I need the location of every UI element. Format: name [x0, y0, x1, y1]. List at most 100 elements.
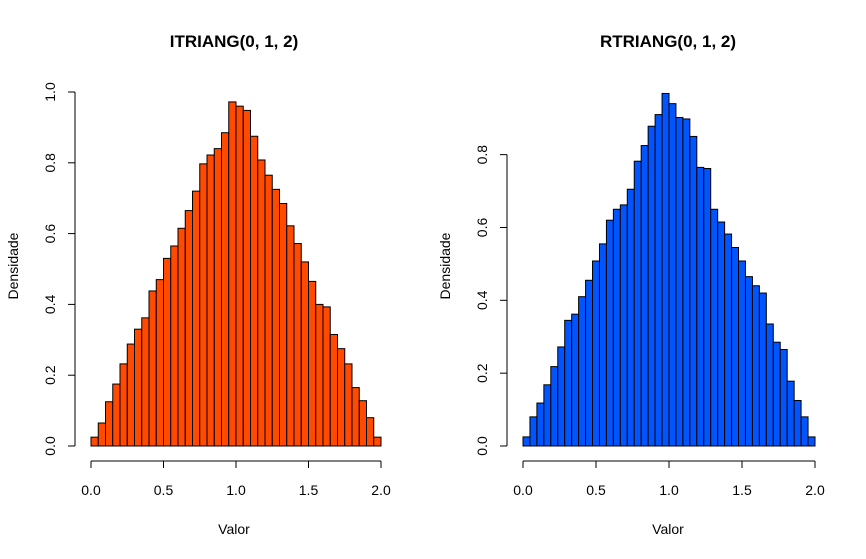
histogram-bar — [90, 436, 99, 447]
histogram-bar — [682, 118, 691, 447]
histogram-bar — [738, 260, 746, 447]
histogram-bar — [529, 416, 538, 447]
histogram-bar — [134, 328, 143, 447]
histogram-bar — [793, 399, 802, 447]
y-tick-label: 0.0 — [474, 436, 490, 456]
x-tick-label: 1.0 — [226, 482, 246, 498]
histogram-bar — [668, 103, 677, 447]
histogram-bar — [758, 292, 767, 447]
histogram-bar — [689, 135, 698, 447]
histogram-bar — [329, 333, 338, 447]
histogram-bar — [293, 243, 302, 447]
chart-title: ITRIANG(0, 1, 2) — [170, 32, 298, 51]
histogram-bar — [337, 348, 346, 447]
histogram-bar — [564, 319, 573, 447]
histogram-bar — [358, 400, 367, 447]
histogram-bar — [184, 210, 193, 447]
y-axis: 0.0 0.2 0.4 0.6 0.8 1.0 — [42, 82, 76, 456]
histogram-bar — [710, 208, 719, 447]
histogram-bar — [308, 280, 317, 447]
histogram-bar — [724, 233, 733, 447]
histogram-bar — [717, 221, 726, 447]
histogram-panel-itriang: ITRIANG(0, 1, 2) Valor Densidade 0.0 0.5 1… — [5, 32, 391, 537]
histogram-bar — [177, 227, 186, 447]
histogram-bar — [675, 116, 684, 447]
histogram-bar — [522, 436, 531, 447]
histogram-bar — [322, 306, 331, 447]
histogram-bar — [112, 383, 121, 447]
histogram-bar — [772, 341, 781, 447]
histogram-panel-rtriang: RTRIANG(0, 1, 2) Valor Densidade 0.0 0.5 1… — [437, 32, 825, 537]
histogram-bar — [731, 247, 740, 447]
histogram-bar — [571, 313, 580, 447]
histogram-bar — [626, 188, 635, 447]
histogram-bar — [235, 105, 244, 447]
x-axis-label: Valor — [652, 521, 684, 537]
histogram-bar — [654, 114, 663, 447]
histogram-bar — [141, 317, 150, 447]
histogram-bar — [366, 417, 375, 447]
histogram-bar — [647, 125, 656, 447]
histogram-bar — [578, 296, 587, 447]
y-tick-label: 0.2 — [474, 363, 490, 383]
y-tick-label: 0.8 — [474, 145, 490, 165]
y-tick-label: 0.2 — [42, 365, 58, 385]
histogram-bar — [619, 204, 628, 447]
histogram-bar — [257, 159, 266, 447]
histogram-bar — [213, 148, 222, 447]
histogram-bar — [264, 174, 273, 447]
x-tick-label: 0.0 — [81, 482, 101, 498]
y-axis-label: Densidade — [5, 232, 21, 299]
histogram-bar — [148, 290, 157, 447]
y-axis-label: Densidade — [437, 232, 453, 299]
x-axis: 0.0 0.5 1.0 1.5 2.0 — [513, 460, 825, 498]
x-tick-label: 2.0 — [371, 482, 391, 498]
histogram-bar — [765, 323, 774, 447]
histogram-bar — [661, 92, 670, 447]
histogram-bar — [271, 188, 280, 447]
histogram-bar — [155, 279, 164, 447]
x-tick-label: 1.0 — [659, 482, 679, 498]
histogram-bar — [286, 225, 295, 447]
chart-title: RTRIANG(0, 1, 2) — [600, 32, 736, 51]
histogram-bar — [807, 436, 816, 447]
histogram-bar — [221, 132, 230, 447]
histogram-bar — [315, 303, 324, 447]
bars — [90, 101, 382, 447]
histogram-bar — [170, 245, 179, 447]
y-tick-label: 0.4 — [474, 290, 490, 310]
x-tick-label: 0.0 — [513, 482, 533, 498]
histogram-bar — [351, 387, 360, 447]
x-axis: 0.0 0.5 1.0 1.5 2.0 — [81, 460, 391, 498]
histogram-bar — [192, 190, 201, 447]
x-tick-label: 1.5 — [732, 482, 752, 498]
histogram-bar — [779, 348, 788, 447]
histogram-bar — [163, 257, 172, 447]
y-tick-label: 0.4 — [42, 294, 58, 314]
histogram-bar — [800, 416, 809, 447]
histogram-bar — [696, 166, 705, 447]
histogram-bar — [119, 363, 128, 447]
y-tick-label: 0.0 — [42, 436, 58, 456]
x-tick-label: 1.5 — [299, 482, 319, 498]
x-tick-label: 0.5 — [154, 482, 174, 498]
y-tick-label: 0.8 — [42, 153, 58, 173]
histogram-bar — [279, 203, 288, 447]
histogram-bar — [751, 285, 760, 447]
bars — [522, 92, 816, 447]
y-tick-label: 0.6 — [42, 224, 58, 244]
histogram-bar — [633, 160, 642, 447]
histogram-bar — [605, 219, 614, 447]
histogram-bar — [550, 366, 559, 447]
histogram-bar — [344, 363, 353, 447]
histogram-bar — [703, 167, 712, 447]
histogram-bar — [300, 261, 309, 447]
histogram-bar — [97, 422, 106, 447]
x-axis-label: Valor — [218, 521, 250, 537]
histogram-bar — [786, 380, 795, 447]
x-tick-label: 2.0 — [805, 482, 825, 498]
histogram-bar — [105, 401, 114, 447]
histogram-bar — [536, 402, 545, 447]
histogram-bar — [612, 208, 621, 447]
